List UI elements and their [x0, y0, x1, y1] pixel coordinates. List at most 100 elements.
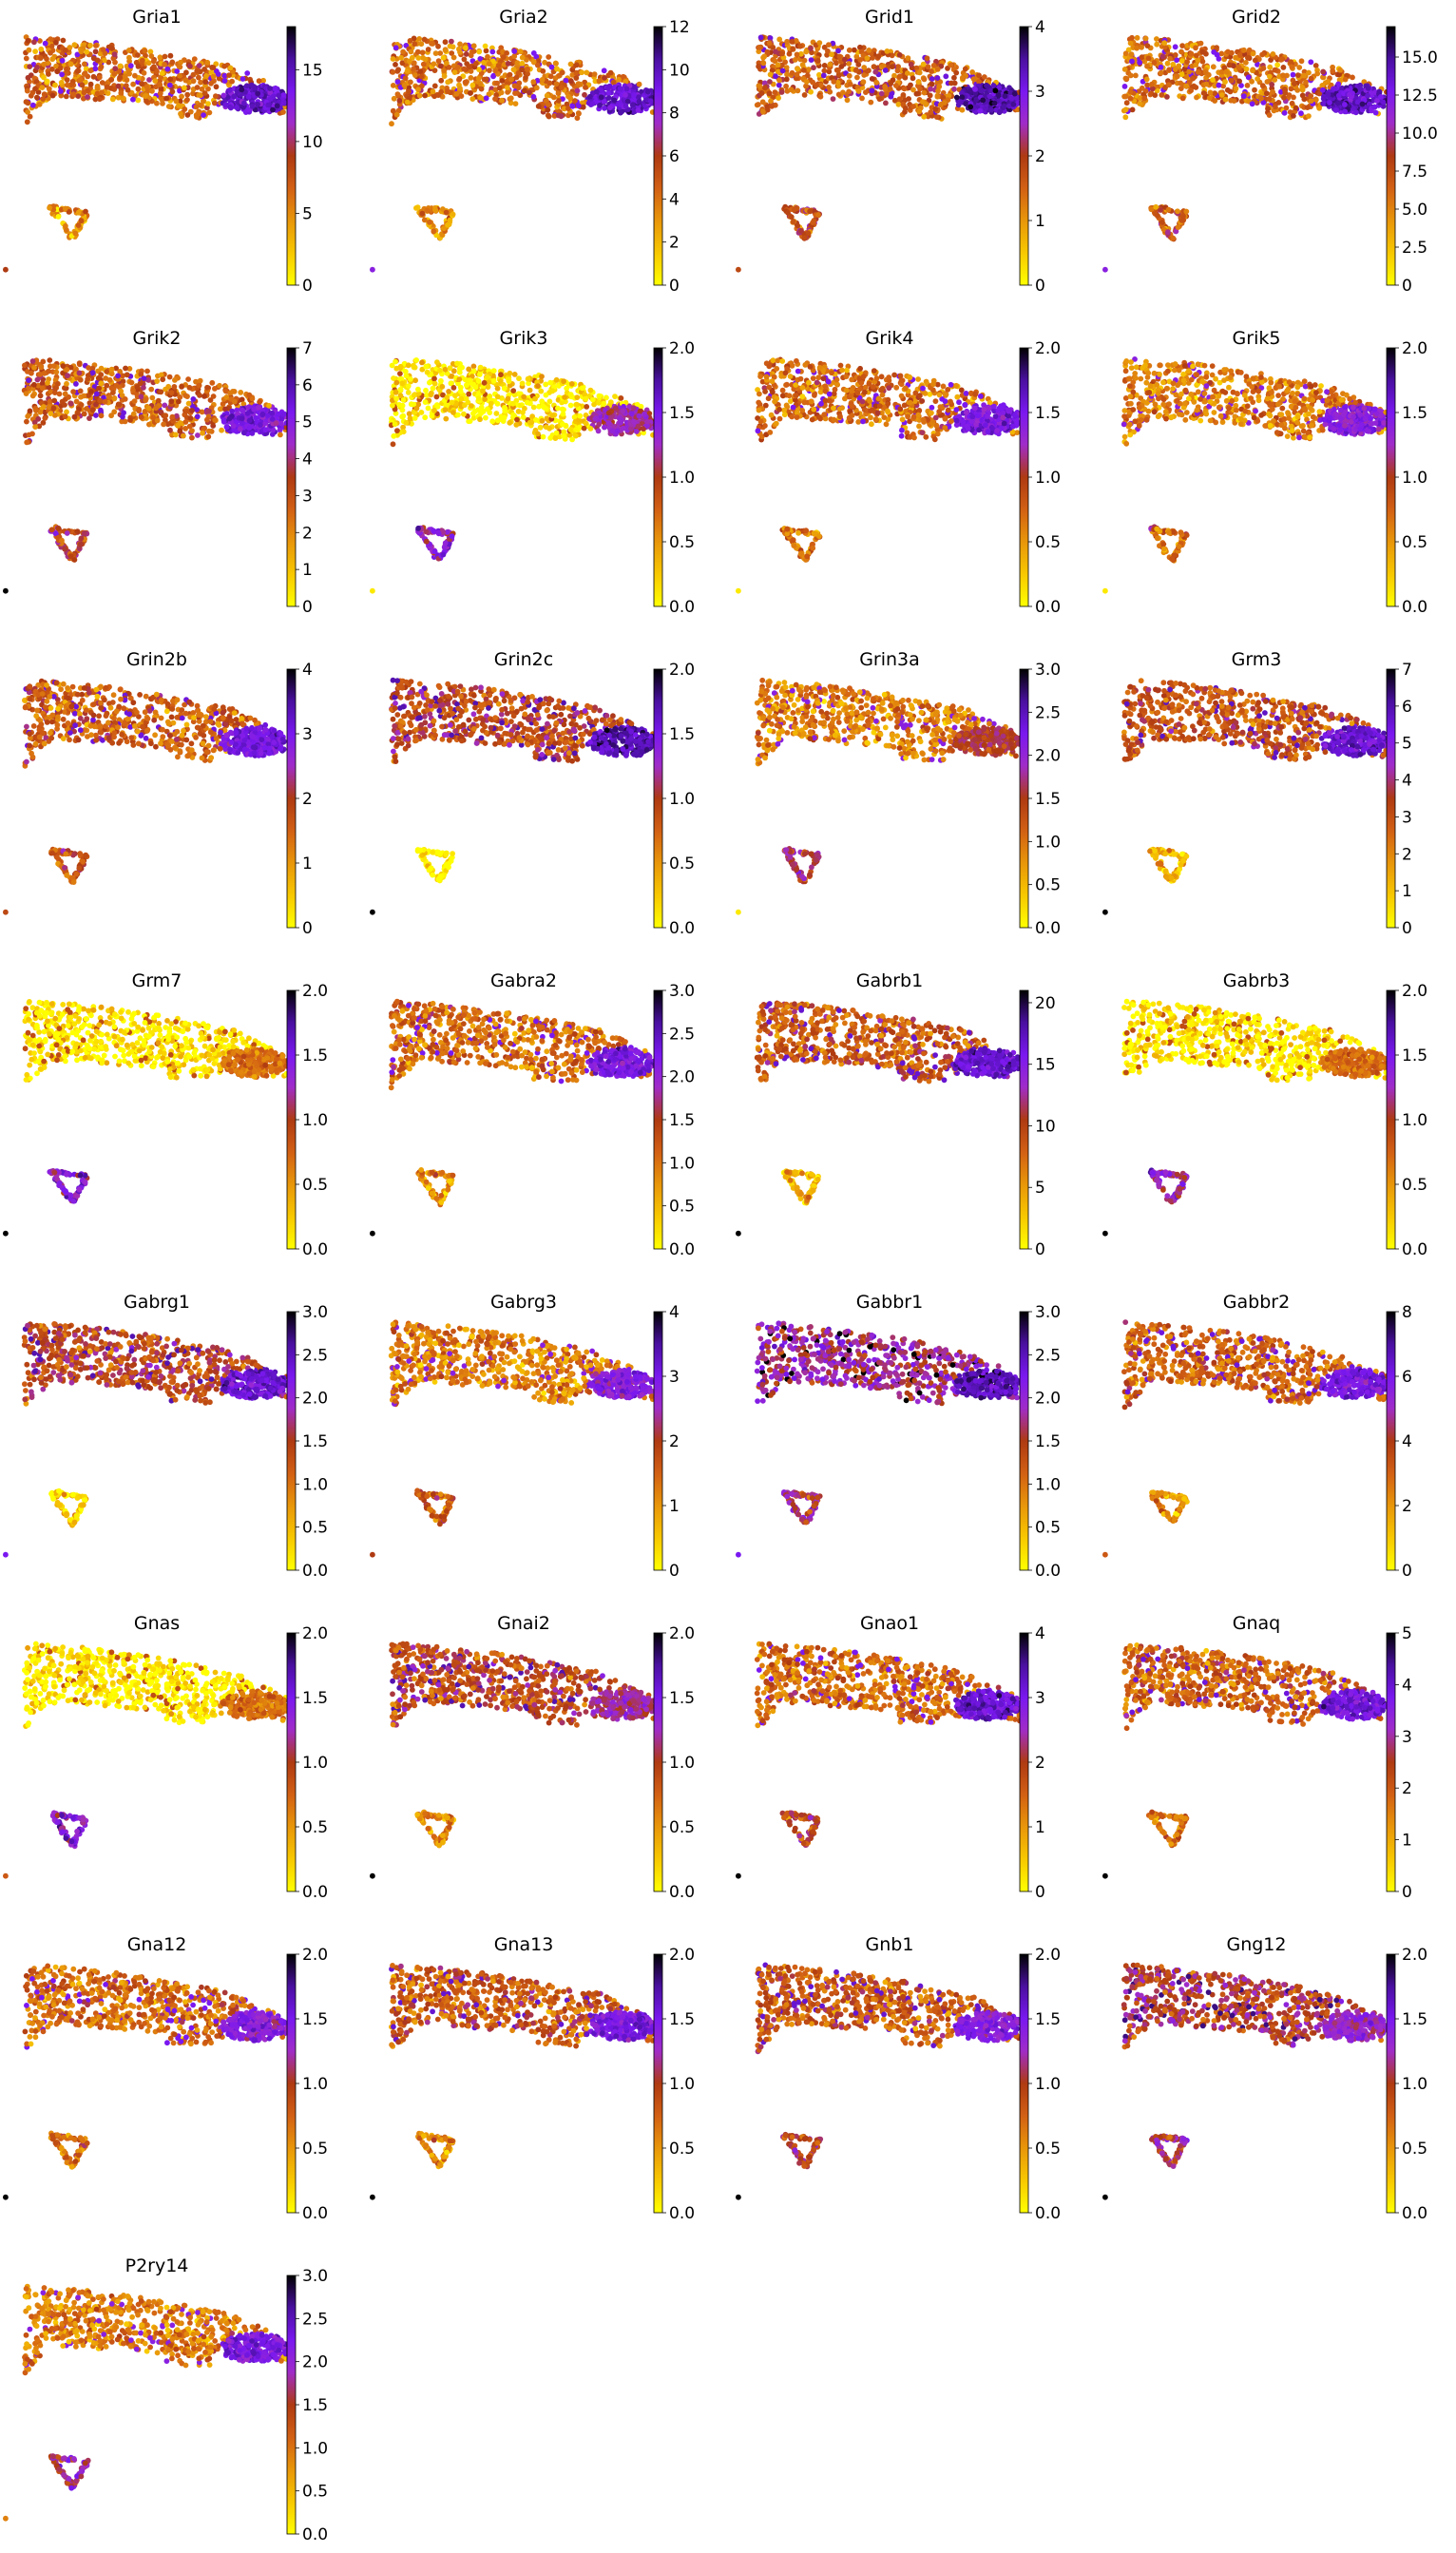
- cell-point: [403, 75, 409, 81]
- cell-point: [492, 96, 498, 102]
- cell-point: [131, 412, 137, 417]
- cell-point: [1102, 267, 1108, 273]
- cell-point: [47, 205, 52, 211]
- cell-point: [547, 81, 553, 86]
- cell-point: [1236, 79, 1242, 85]
- cell-point: [65, 530, 70, 536]
- cell-point: [419, 74, 425, 80]
- cell-point: [30, 358, 36, 364]
- cell-point: [570, 104, 576, 109]
- cell-point: [1198, 41, 1204, 47]
- cell-point: [923, 102, 929, 107]
- cell-point: [201, 112, 206, 118]
- cell-point: [1261, 66, 1267, 71]
- cell-point: [408, 38, 413, 44]
- cell-point: [253, 85, 259, 90]
- cell-point: [484, 95, 489, 101]
- cell-point: [47, 86, 52, 92]
- cell-point: [162, 62, 167, 67]
- cell-point: [960, 107, 966, 113]
- cell-point: [420, 211, 426, 217]
- cell-point: [256, 405, 261, 411]
- cell-point: [631, 92, 637, 98]
- cell-point: [38, 47, 44, 52]
- cell-point: [63, 206, 68, 212]
- cell-point: [473, 61, 479, 67]
- cell-point: [602, 106, 607, 111]
- cell-point: [42, 415, 48, 421]
- cell-point: [916, 108, 922, 114]
- cell-point: [450, 212, 456, 218]
- cell-point: [195, 432, 201, 438]
- cell-point: [179, 384, 184, 390]
- cell-point: [935, 67, 941, 72]
- cell-point: [62, 547, 67, 552]
- cell-point: [189, 408, 195, 413]
- cell-point: [1301, 96, 1307, 102]
- cell-point: [158, 389, 163, 394]
- cell-point: [178, 420, 183, 426]
- cell-point: [118, 90, 124, 96]
- cell-point: [618, 86, 623, 91]
- cell-point: [206, 429, 212, 434]
- cell-point: [157, 82, 163, 87]
- cell-point: [82, 90, 87, 96]
- cell-point: [872, 69, 878, 75]
- cell-point: [186, 401, 192, 407]
- cell-point: [98, 380, 104, 386]
- cell-point: [38, 365, 44, 371]
- cell-point: [78, 77, 84, 83]
- cell-point: [97, 74, 103, 80]
- cell-point: [146, 77, 152, 83]
- cell-point: [1265, 79, 1271, 85]
- cell-point: [1241, 93, 1247, 99]
- cell-point: [151, 59, 157, 65]
- cell-point: [1281, 65, 1287, 70]
- cell-point: [28, 409, 33, 414]
- cell-point: [258, 422, 263, 428]
- cell-point: [1300, 87, 1306, 93]
- cell-point: [1381, 100, 1387, 106]
- colorbar-tick-label: 7.5: [1402, 163, 1427, 182]
- cell-point: [492, 68, 498, 74]
- cell-point: [405, 68, 411, 74]
- cell-point: [888, 86, 893, 92]
- cell-point: [767, 41, 773, 47]
- cell-point: [511, 48, 517, 54]
- cell-point: [165, 384, 171, 390]
- cell-point: [30, 103, 36, 108]
- cell-point: [1249, 79, 1255, 85]
- cell-point: [759, 90, 765, 96]
- cell-point: [476, 76, 482, 82]
- cell-point: [1199, 49, 1205, 55]
- panel-grid2: Grid202.55.07.510.012.515.0: [1102, 7, 1438, 296]
- cell-point: [1378, 94, 1384, 100]
- cell-point: [1146, 56, 1152, 62]
- cell-point: [462, 57, 468, 63]
- cell-point: [903, 106, 909, 111]
- cell-point: [239, 408, 245, 413]
- cell-point: [1222, 79, 1228, 85]
- cell-point: [148, 387, 154, 393]
- cell-point: [422, 414, 428, 420]
- cell-point: [773, 73, 778, 79]
- cell-point: [395, 67, 401, 72]
- cell-point: [481, 60, 487, 66]
- cell-point: [412, 72, 418, 78]
- cell-point: [1011, 102, 1017, 107]
- cell-point: [246, 94, 252, 100]
- cell-point: [925, 55, 930, 61]
- cell-point: [409, 49, 414, 55]
- cell-point: [205, 434, 211, 440]
- cell-point: [449, 39, 454, 45]
- cell-point: [582, 92, 587, 98]
- cell-point: [178, 111, 183, 117]
- cell-point: [1166, 67, 1172, 72]
- cell-point: [795, 72, 800, 78]
- cell-point: [520, 55, 526, 61]
- cell-point: [49, 527, 55, 532]
- cell-point: [111, 409, 117, 414]
- cell-point: [182, 86, 187, 91]
- cell-point: [1122, 67, 1128, 72]
- cell-point: [1282, 110, 1288, 116]
